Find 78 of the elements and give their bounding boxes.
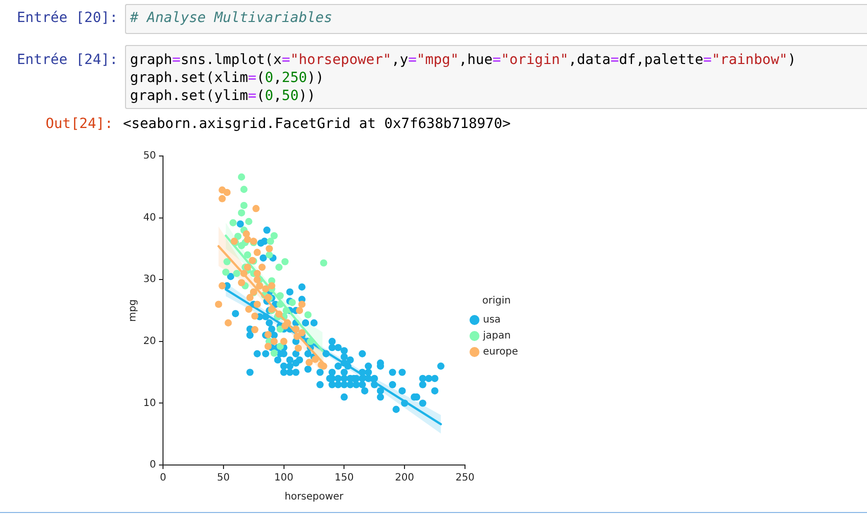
point — [298, 300, 306, 308]
point — [222, 268, 230, 276]
point — [294, 344, 302, 352]
point — [245, 218, 252, 226]
y-tick-label: 10 — [143, 398, 156, 409]
point — [251, 326, 258, 334]
y-axis-title: mpg — [128, 299, 139, 322]
text: Entrée [24]: — [16, 51, 118, 69]
point — [246, 294, 254, 302]
point — [275, 264, 283, 271]
point — [276, 342, 284, 350]
point — [258, 264, 266, 271]
point — [251, 312, 258, 320]
point — [288, 298, 296, 306]
point — [280, 338, 288, 345]
point — [262, 285, 270, 292]
x-tick-label: 200 — [395, 472, 414, 484]
text: Entrée [20]: — [16, 9, 118, 27]
point — [233, 270, 240, 278]
point — [240, 186, 248, 193]
point — [281, 258, 289, 266]
point — [264, 342, 272, 350]
point — [266, 245, 273, 252]
point — [254, 248, 261, 256]
y-tick-label: 40 — [143, 212, 156, 224]
text: <seaborn.axisgrid.FacetGrid at 0x7f638b718970> — [123, 115, 511, 133]
x-tick-label: 0 — [160, 472, 166, 484]
y-tick-label: 30 — [143, 274, 156, 286]
x-tick-label: 100 — [274, 472, 294, 484]
point — [218, 195, 226, 202]
point — [264, 331, 272, 338]
text: graph.set(xlim=(0,250)) — [130, 70, 324, 86]
point — [238, 279, 246, 286]
point — [218, 282, 226, 290]
legend-label: usa — [483, 314, 501, 326]
point — [244, 251, 252, 258]
point — [238, 242, 246, 250]
y-tick-label: 20 — [143, 336, 156, 347]
point — [296, 306, 304, 314]
point — [223, 188, 231, 196]
point — [298, 329, 306, 336]
text: graph.set(ylim=(0,50)) — [130, 88, 316, 104]
text: graph=sns.lmplot(x="horsepower",y="mpg",hue="origin",data=df,palette="rainbow") — [130, 52, 796, 68]
x-tick-label: 150 — [334, 472, 354, 484]
point — [229, 219, 237, 226]
y-tick-label: 50 — [143, 150, 156, 162]
point — [270, 350, 278, 357]
point — [320, 259, 328, 267]
point — [254, 276, 261, 284]
point — [223, 258, 231, 266]
x-tick-label: 250 — [455, 472, 475, 484]
point — [238, 209, 246, 216]
point — [266, 251, 273, 258]
point — [306, 358, 313, 366]
legend-label: europe — [483, 346, 518, 358]
point — [254, 300, 261, 308]
point — [240, 202, 248, 210]
point — [214, 300, 222, 308]
point — [245, 306, 252, 313]
point — [234, 232, 242, 240]
y-tick-label: 0 — [150, 460, 156, 471]
point — [268, 282, 276, 290]
point — [254, 270, 261, 278]
point — [266, 238, 274, 245]
point — [224, 319, 232, 326]
text: # Analyse Multivariables — [130, 10, 332, 26]
point — [252, 204, 260, 212]
x-tick-label: 50 — [217, 472, 230, 484]
point — [304, 311, 312, 318]
legend-title: origin — [482, 296, 511, 307]
point — [238, 173, 246, 181]
point — [270, 338, 278, 345]
point — [270, 232, 278, 240]
x-axis-title: horsepower — [284, 492, 344, 503]
point — [244, 236, 252, 244]
legend-label: japan — [482, 330, 511, 342]
point — [244, 264, 252, 271]
text: Out[24]: — [46, 115, 113, 133]
